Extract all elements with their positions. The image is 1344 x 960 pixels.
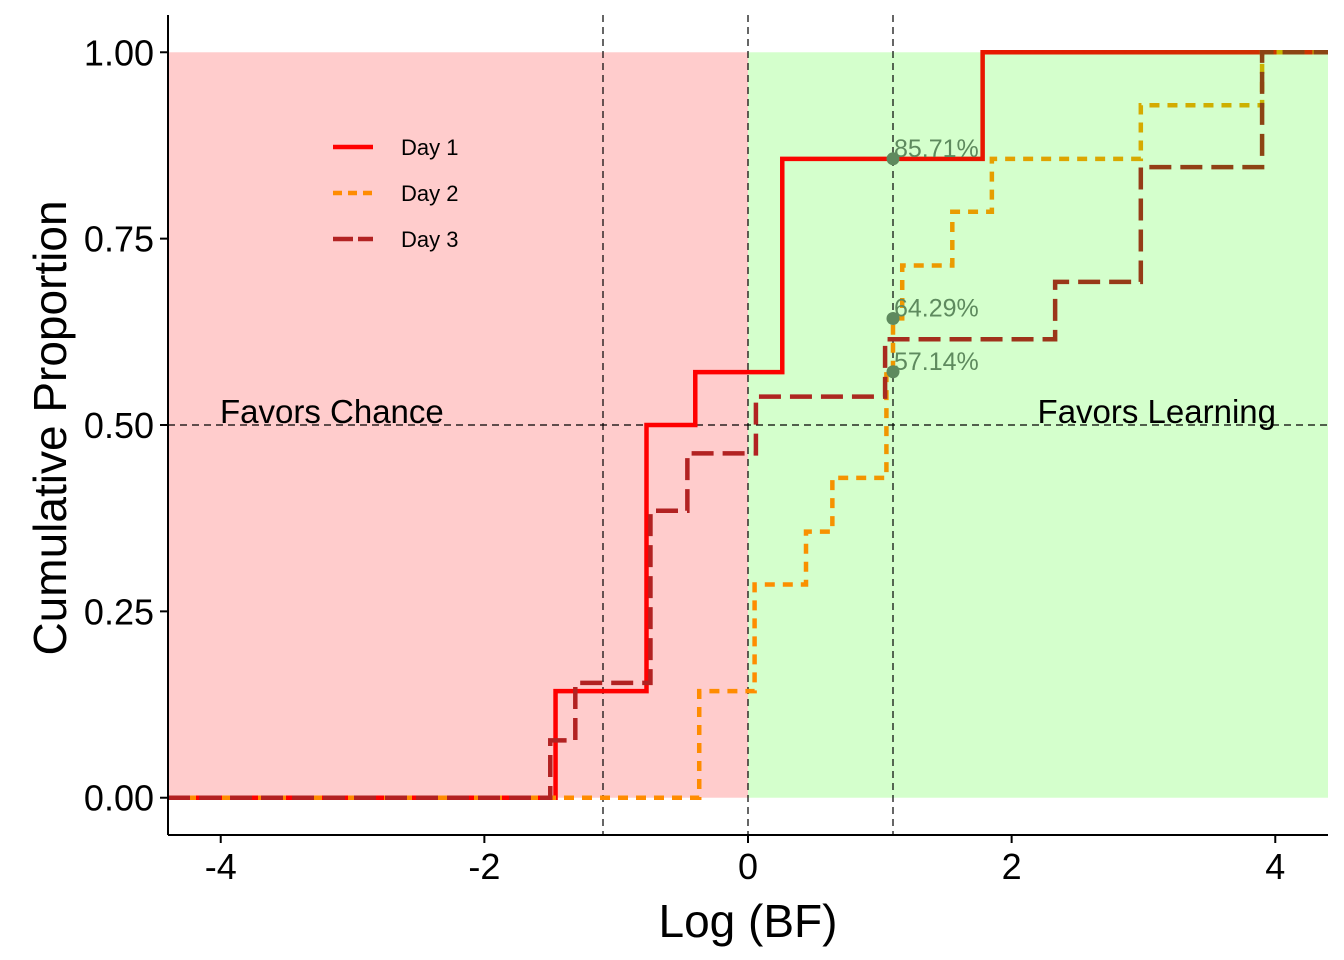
- x-tick-label: -2: [468, 846, 500, 887]
- legend-label-day-2: Day 2: [401, 181, 458, 206]
- y-tick-label: 0.75: [84, 219, 154, 260]
- region-labels: Favors Chance Favors Learning: [220, 393, 1276, 430]
- series-line-day-3: [168, 50, 1328, 800]
- x-tick-label: 0: [738, 846, 758, 887]
- region-label-favors-chance: Favors Chance: [220, 393, 444, 430]
- annotations: 85.71% 64.29% 57.14%: [886, 135, 979, 379]
- series-lines: [168, 50, 1328, 800]
- series-line-day-2: [168, 50, 1328, 800]
- legend-label-day-3: Day 3: [401, 227, 458, 252]
- annotation-point: [886, 365, 900, 379]
- legend-label-day-1: Day 1: [401, 135, 458, 160]
- annotation-label: 57.14%: [894, 348, 979, 376]
- y-axis-title: Cumulative Proportion: [24, 200, 76, 655]
- reference-lines: [168, 15, 1328, 835]
- legend: Day 1 Day 2 Day 3: [333, 135, 458, 252]
- x-axis-title: Log (BF): [659, 895, 838, 947]
- axes: -4 -2 0 2 4 0.00 0.25 0.50 0.75 1.00: [84, 15, 1328, 887]
- y-tick-label: 1.00: [84, 32, 154, 73]
- y-tick-label: 0.50: [84, 405, 154, 446]
- x-tick-label: 4: [1265, 846, 1285, 887]
- region-label-favors-learning: Favors Learning: [1038, 393, 1276, 430]
- series-line-day-1: [168, 50, 1328, 800]
- annotation-label: 85.71%: [894, 135, 979, 163]
- annotation-point: [886, 152, 900, 166]
- annotation-label: 64.29%: [894, 294, 979, 322]
- y-tick-label: 0.25: [84, 591, 154, 632]
- x-tick-label: 2: [1002, 846, 1022, 887]
- x-tick-label: -4: [205, 846, 237, 887]
- annotation-point: [886, 311, 900, 325]
- y-tick-label: 0.00: [84, 778, 154, 819]
